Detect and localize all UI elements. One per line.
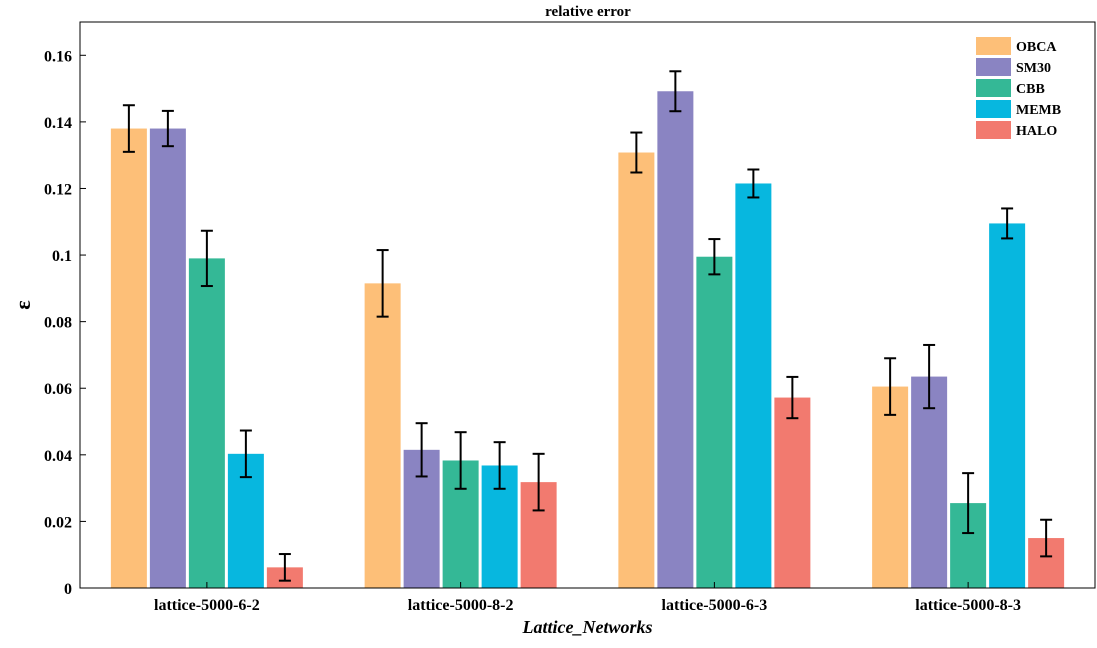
y-tick-label: 0.16 — [44, 48, 72, 65]
y-tick-label: 0.12 — [44, 181, 72, 198]
bar-cbb-3 — [696, 256, 733, 588]
y-tick-label: 0 — [64, 581, 72, 598]
x-tick-label: lattice-5000-8-2 — [408, 597, 514, 614]
bar-memb-3 — [735, 183, 772, 588]
legend-swatch-cbb — [976, 79, 1011, 97]
bar-sm30-1 — [149, 128, 186, 588]
error-bars-layer — [122, 70, 1053, 582]
bar-obca-2 — [364, 283, 401, 588]
y-axis: 0 0.02 0.04 0.06 0.08 0.1 0.12 0.14 0.16 — [44, 48, 86, 598]
y-tick-label: 0.06 — [44, 381, 72, 398]
y-tick-label: 0.04 — [44, 448, 72, 465]
bar-sm30-3 — [657, 91, 694, 588]
bar-cbb-1 — [188, 258, 225, 588]
x-tick-label: lattice-5000-6-2 — [154, 597, 260, 614]
x-axis: lattice-5000-6-2 lattice-5000-8-2 lattice-… — [154, 582, 1021, 614]
axes-box — [79, 21, 1096, 589]
legend-label-cbb: CBB — [1016, 82, 1045, 97]
legend-swatch-halo — [976, 121, 1011, 139]
legend-swatch-sm30 — [976, 58, 1011, 76]
legend-swatch-memb — [976, 100, 1011, 118]
legend-label-obca: OBCA — [1016, 40, 1057, 55]
y-tick-label: 0.08 — [44, 315, 72, 332]
bar-sm30-4 — [911, 376, 948, 588]
x-tick-label: lattice-5000-8-3 — [915, 597, 1021, 614]
y-tick-label: 0.1 — [52, 248, 72, 265]
legend-label-halo: HALO — [1016, 124, 1057, 139]
bar-obca-3 — [618, 152, 655, 588]
bars-layer — [110, 91, 1065, 588]
chart-title: relative error — [545, 4, 631, 20]
bar-obca-1 — [110, 128, 147, 588]
x-tick-label: lattice-5000-6-3 — [662, 597, 768, 614]
bar-obca-4 — [872, 386, 909, 588]
bar-halo-3 — [774, 397, 811, 588]
legend: OBCA SM30 CBB MEMB HALO — [976, 37, 1061, 139]
legend-label-sm30: SM30 — [1016, 61, 1051, 76]
bar-memb-4 — [989, 223, 1026, 588]
legend-swatch-obca — [976, 37, 1011, 55]
y-tick-label: 0.14 — [44, 115, 72, 132]
y-axis-label: ε — [10, 300, 35, 309]
legend-label-memb: MEMB — [1016, 103, 1061, 118]
x-axis-label: Lattice_Networks — [522, 617, 653, 637]
y-tick-label: 0.02 — [44, 514, 72, 531]
